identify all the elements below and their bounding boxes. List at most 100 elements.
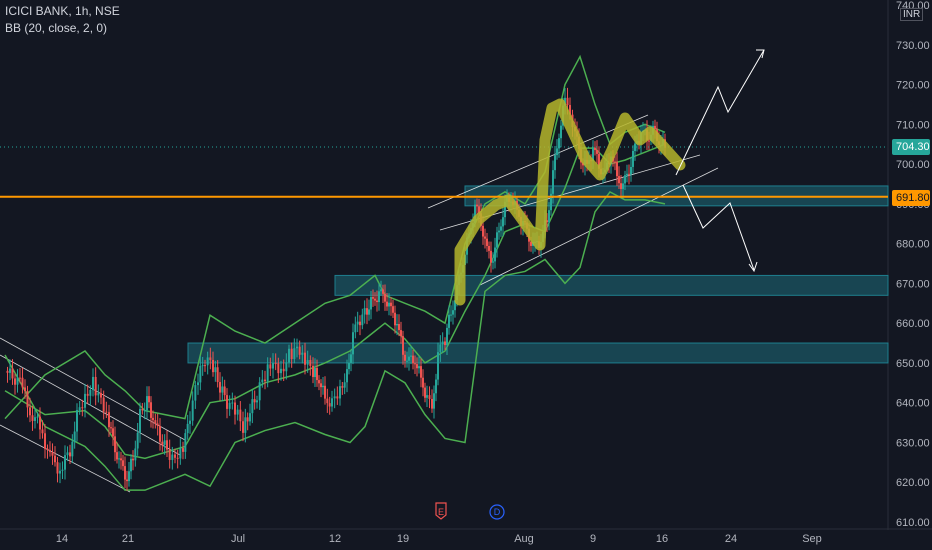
y-tick-label: 640.00 [896, 398, 930, 410]
candle-body [372, 297, 374, 299]
candle-body [546, 220, 548, 223]
candle-body [24, 387, 26, 392]
dividend-event-letter: D [494, 507, 501, 517]
candle-body [89, 390, 92, 396]
candle-body [148, 396, 150, 403]
candle-body [296, 346, 298, 349]
candle-body [622, 183, 624, 189]
candle-body [363, 308, 366, 315]
candle-body [14, 378, 16, 385]
highlight-drawing [454, 98, 686, 306]
candle-body [159, 426, 161, 442]
candle-body [550, 193, 552, 211]
candle-body [236, 409, 239, 415]
candle-body [356, 321, 359, 325]
candle-body [359, 321, 361, 326]
candle-body [618, 176, 620, 184]
candle-body [404, 354, 406, 361]
candle-body [146, 396, 148, 411]
candle-body [624, 175, 626, 184]
candle-body [306, 360, 309, 365]
candle-body [59, 470, 61, 474]
earnings-event-icon [435, 502, 447, 520]
candle-body [132, 458, 134, 461]
channel-line [479, 167, 719, 286]
x-tick-label: Sep [802, 533, 822, 545]
candle-body [454, 300, 456, 311]
candle-body [566, 97, 569, 106]
candle-body [194, 385, 197, 401]
candle-body [348, 362, 350, 370]
candle-body [418, 366, 420, 369]
candle-body [406, 360, 408, 362]
candle-body [392, 306, 394, 313]
candle-body [136, 432, 139, 449]
candle-body [253, 399, 256, 403]
candle-body [86, 393, 89, 396]
candle-body [184, 433, 187, 452]
candle-body [343, 382, 346, 388]
y-tick-label: 680.00 [896, 239, 930, 251]
candle-body [288, 348, 290, 363]
candle-body [435, 379, 437, 394]
candle-body [439, 344, 442, 353]
candle-body [500, 226, 502, 231]
candle-body [97, 392, 100, 396]
candle-body [530, 241, 532, 246]
candle-body [282, 368, 285, 372]
candle-body [124, 466, 126, 480]
candle-body [150, 402, 152, 418]
candle-body [361, 314, 364, 326]
candle-body [648, 140, 650, 142]
x-tick-label: Jul [231, 533, 245, 545]
candle-body [628, 173, 630, 175]
bollinger-lower-band [4, 190, 666, 491]
candle-body [108, 412, 110, 428]
y-tick-label: 610.00 [896, 517, 930, 529]
y-tick-label: 670.00 [896, 278, 930, 290]
candle-body [182, 448, 184, 452]
y-tick-label: 700.00 [896, 159, 930, 171]
candle-body [504, 201, 506, 218]
candle-body [632, 150, 634, 167]
candle-body [316, 368, 318, 381]
candle-body [412, 355, 414, 364]
candle-body [350, 354, 352, 363]
candle-body [548, 210, 550, 223]
candle-body [11, 368, 14, 379]
candle-body [368, 309, 370, 315]
candle-body [186, 423, 189, 434]
y-tick-label: 650.00 [896, 358, 930, 370]
currency-label[interactable]: INR [900, 8, 924, 21]
candle-body [620, 183, 622, 189]
candle-body [446, 327, 448, 346]
candle-body [386, 301, 388, 307]
candle-body [191, 400, 194, 421]
candle-body [552, 170, 554, 194]
candle-body [102, 397, 105, 412]
arrow-head [756, 49, 765, 59]
candle-body [441, 341, 444, 345]
candle-body [396, 324, 398, 326]
candle-body [426, 395, 428, 398]
candle-body [428, 395, 431, 399]
candle-body [444, 341, 446, 346]
candle-body [272, 363, 274, 369]
candle-body [134, 448, 137, 461]
candle-body [221, 386, 224, 393]
candle-body [258, 382, 261, 401]
candle-body [433, 393, 435, 409]
candle-body [128, 471, 130, 482]
candle-body [420, 366, 422, 378]
x-tick-label: 24 [725, 533, 737, 545]
candle-body [558, 138, 560, 149]
y-tick-label: 620.00 [896, 477, 930, 489]
bb-indicator-label[interactable]: BB (20, close, 2, 0) [5, 21, 108, 35]
candle-body [130, 458, 132, 472]
candle-body [488, 245, 490, 251]
dividend-event-icon [489, 504, 505, 520]
candle-body [122, 460, 124, 467]
candle-body [312, 365, 314, 378]
candle-body [100, 392, 102, 398]
